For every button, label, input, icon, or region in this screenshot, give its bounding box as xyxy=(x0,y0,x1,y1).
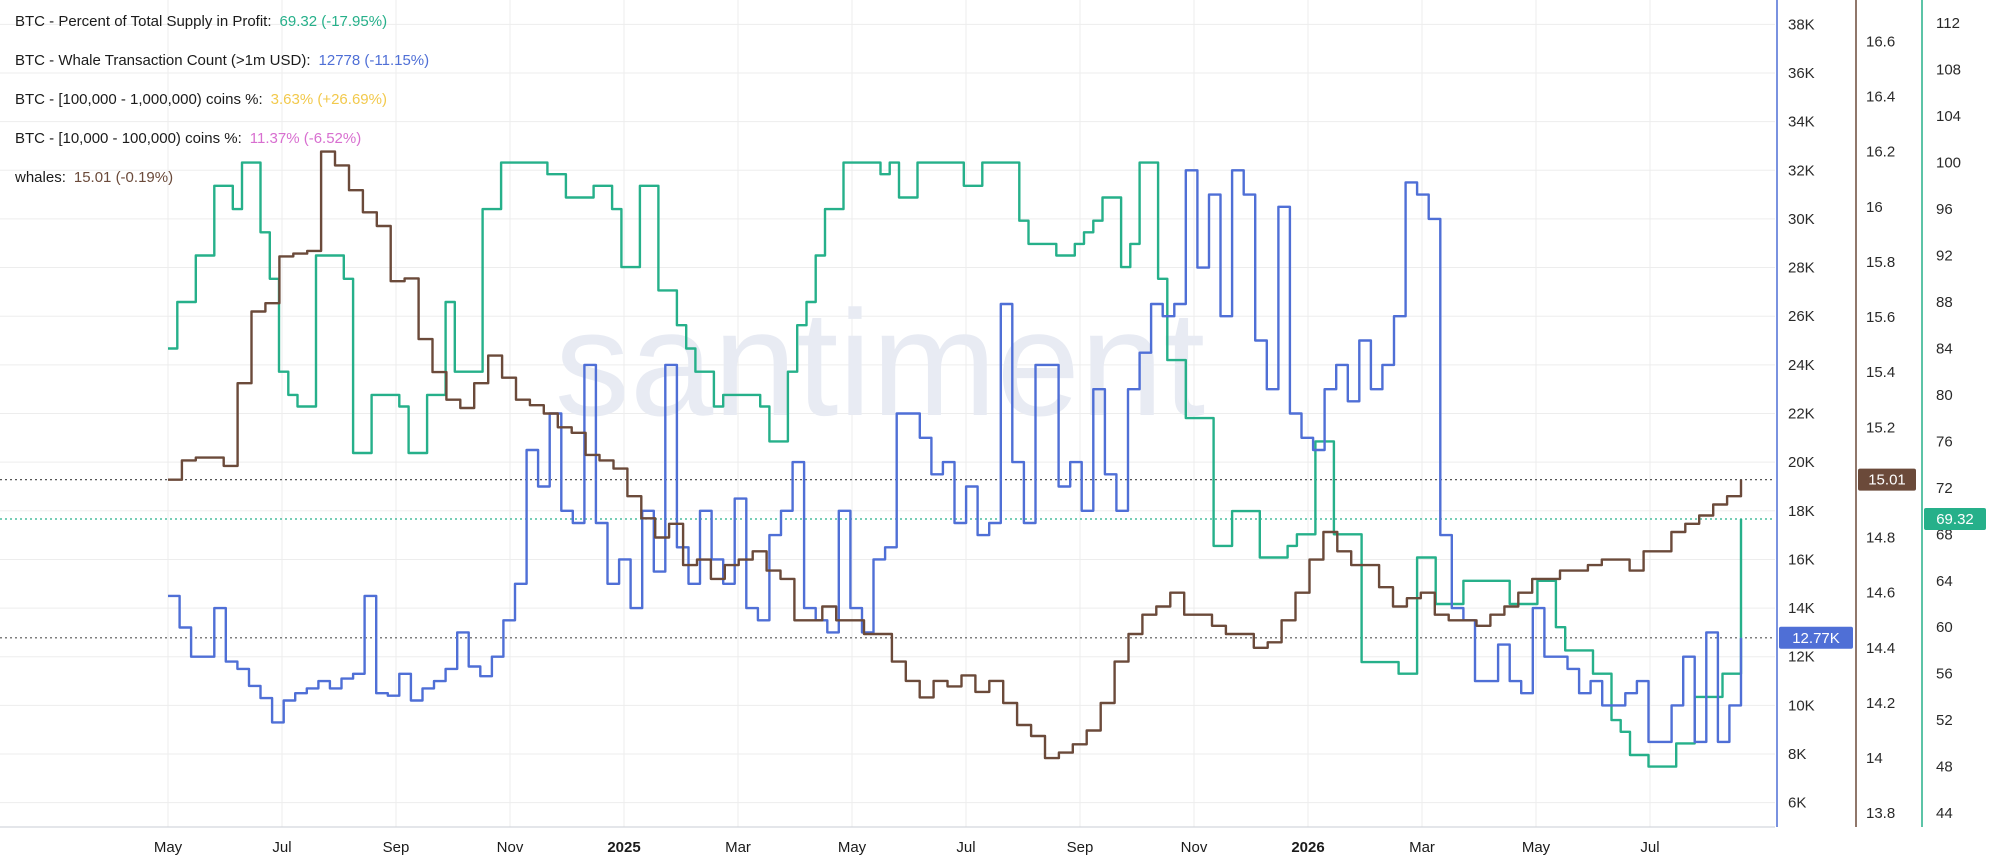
last-value-text-whale_tx: 12.77K xyxy=(1792,630,1840,647)
y-tick-label-whale_tx: 16K xyxy=(1788,551,1815,568)
chart-legend: BTC - Percent of Total Supply in Profit:… xyxy=(15,8,429,203)
y-tick-label-profit: 88 xyxy=(1936,294,1953,311)
x-tick-label: May xyxy=(1522,839,1551,856)
legend-value: 11.37% (-6.52%) xyxy=(249,130,362,147)
reference-lines xyxy=(0,479,1775,639)
legend-value: 3.63% (+26.69%) xyxy=(270,91,387,108)
legend-label: whales: xyxy=(15,169,66,186)
y-tick-label-whale_tx: 12K xyxy=(1788,649,1815,666)
y-tick-label-profit: 44 xyxy=(1936,805,1953,822)
y-tick-label-whale_tx: 18K xyxy=(1788,503,1815,520)
x-tick-label: 2025 xyxy=(607,839,640,856)
y-tick-label-whales: 16.2 xyxy=(1866,144,1895,161)
y-tick-label-whale_tx: 26K xyxy=(1788,308,1815,325)
legend-label: BTC - [100,000 - 1,000,000) coins %: xyxy=(15,91,263,108)
legend-item-whale-tx[interactable]: BTC - Whale Transaction Count (>1m USD):… xyxy=(15,47,429,86)
y-tick-label-whales: 15.8 xyxy=(1866,254,1895,271)
y-tick-label-profit: 72 xyxy=(1936,480,1953,497)
last-value-text-profit: 69.32 xyxy=(1936,511,1974,528)
last-value-badge-whales xyxy=(1858,468,1916,491)
y-tick-label-whales: 14.2 xyxy=(1866,695,1895,712)
x-tick-label: Sep xyxy=(1067,839,1094,856)
x-tick-label: 2026 xyxy=(1291,839,1324,856)
x-tick-label: Jul xyxy=(956,839,975,856)
x-tick-label: Jul xyxy=(1640,839,1659,856)
y-tick-label-whales: 16 xyxy=(1866,199,1883,216)
y-tick-label-whale_tx: 10K xyxy=(1788,697,1815,714)
legend-value: 69.32 (-17.95%) xyxy=(279,13,388,30)
y-tick-label-profit: 56 xyxy=(1936,666,1953,683)
x-tick-label: Mar xyxy=(1409,839,1435,856)
y-tick-label-whales: 15.2 xyxy=(1866,419,1895,436)
y-tick-label-whale_tx: 6K xyxy=(1788,795,1806,812)
last-value-badge-whale_tx xyxy=(1779,626,1853,649)
axes: 6K 8K 10K 12K 14K 16K 18K 20K 22K 24K 26K 28K 30K 32K… xyxy=(0,0,1961,828)
y-tick-label-whales: 14.4 xyxy=(1866,640,1895,657)
x-tick-label: Mar xyxy=(725,839,751,856)
y-tick-label-profit: 52 xyxy=(1936,712,1953,729)
y-tick-label-whale_tx: 38K xyxy=(1788,16,1815,33)
y-tick-label-profit: 68 xyxy=(1936,526,1953,543)
y-tick-label-whale_tx: 8K xyxy=(1788,746,1806,763)
grid xyxy=(0,0,1775,827)
y-tick-label-whales: 14.6 xyxy=(1866,585,1895,602)
y-tick-label-whales: 14.8 xyxy=(1866,530,1895,547)
x-tick-label: May xyxy=(154,839,183,856)
y-tick-label-profit: 84 xyxy=(1936,340,1953,357)
x-tick-label: Nov xyxy=(497,839,524,856)
y-tick-label-profit: 104 xyxy=(1936,108,1961,125)
x-tick-label: Nov xyxy=(1181,839,1208,856)
y-tick-label-profit: 112 xyxy=(1936,15,1960,32)
x-axis: May Jul Sep Nov 2025 Mar May Jul Sep Nov 2026 Mar Ma… xyxy=(154,839,1660,856)
legend-label: BTC - Whale Transaction Count (>1m USD): xyxy=(15,52,311,69)
y-tick-label-profit: 76 xyxy=(1936,433,1953,450)
x-tick-label: Jul xyxy=(272,839,291,856)
y-tick-label-whale_tx: 36K xyxy=(1788,65,1815,82)
y-tick-label-whales: 16.4 xyxy=(1866,88,1895,105)
x-tick-label: Sep xyxy=(383,839,410,856)
last-value-text-whales: 15.01 xyxy=(1868,472,1906,489)
y-tick-label-whales: 13.8 xyxy=(1866,805,1895,822)
y-tick-label-profit: 92 xyxy=(1936,248,1953,265)
y-tick-label-profit: 60 xyxy=(1936,619,1953,636)
y-tick-label-whale_tx: 22K xyxy=(1788,406,1815,423)
y-tick-label-whales: 16.6 xyxy=(1866,33,1895,50)
y-tick-label-whales: 15.6 xyxy=(1866,309,1895,326)
y-tick-label-whale_tx: 14K xyxy=(1788,600,1815,617)
y-tick-label-whale_tx: 28K xyxy=(1788,260,1815,277)
y-tick-label-profit: 96 xyxy=(1936,201,1953,218)
y-tick-label-whales: 14 xyxy=(1866,750,1883,767)
last-value-badge-profit xyxy=(1924,507,1986,530)
legend-value: 12778 (-11.15%) xyxy=(318,52,430,69)
series-line-profit xyxy=(168,161,1743,768)
y-tick-label-profit: 48 xyxy=(1936,759,1953,776)
legend-label: BTC - Percent of Total Supply in Profit: xyxy=(15,13,272,30)
legend-value: 15.01 (-0.19%) xyxy=(73,169,174,186)
x-tick-label: May xyxy=(838,839,867,856)
y-tick-label-profit: 108 xyxy=(1936,62,1961,79)
y-tick-label-whale_tx: 30K xyxy=(1788,211,1815,228)
y-tick-label-profit: 80 xyxy=(1936,387,1953,404)
legend-item-whales[interactable]: whales: 15.01 (-0.19%) xyxy=(15,164,429,203)
watermark: santiment xyxy=(555,279,1205,447)
y-tick-label-profit: 64 xyxy=(1936,573,1953,590)
series-lines xyxy=(168,150,1743,768)
legend-item-large-holders[interactable]: BTC - [100,000 - 1,000,000) coins %: 3.63… xyxy=(15,86,429,125)
series-line-whales xyxy=(168,150,1743,760)
y-tick-label-whale_tx: 20K xyxy=(1788,454,1815,471)
legend-item-profit[interactable]: BTC - Percent of Total Supply in Profit:… xyxy=(15,8,429,47)
y-tick-label-whales: 15.4 xyxy=(1866,364,1895,381)
y-tick-label-whale_tx: 24K xyxy=(1788,357,1815,374)
y-tick-label-whale_tx: 32K xyxy=(1788,162,1815,179)
y-tick-label-profit: 100 xyxy=(1936,155,1961,172)
y-tick-label-whale_tx: 34K xyxy=(1788,114,1815,131)
series-line-whale_tx xyxy=(168,169,1743,744)
legend-item-mid-holders[interactable]: BTC - [10,000 - 100,000) coins %: 11.37% … xyxy=(15,125,429,164)
legend-label: BTC - [10,000 - 100,000) coins %: xyxy=(15,130,242,147)
last-value-labels: 69.32 12.77K 15.01 xyxy=(1779,468,1986,649)
